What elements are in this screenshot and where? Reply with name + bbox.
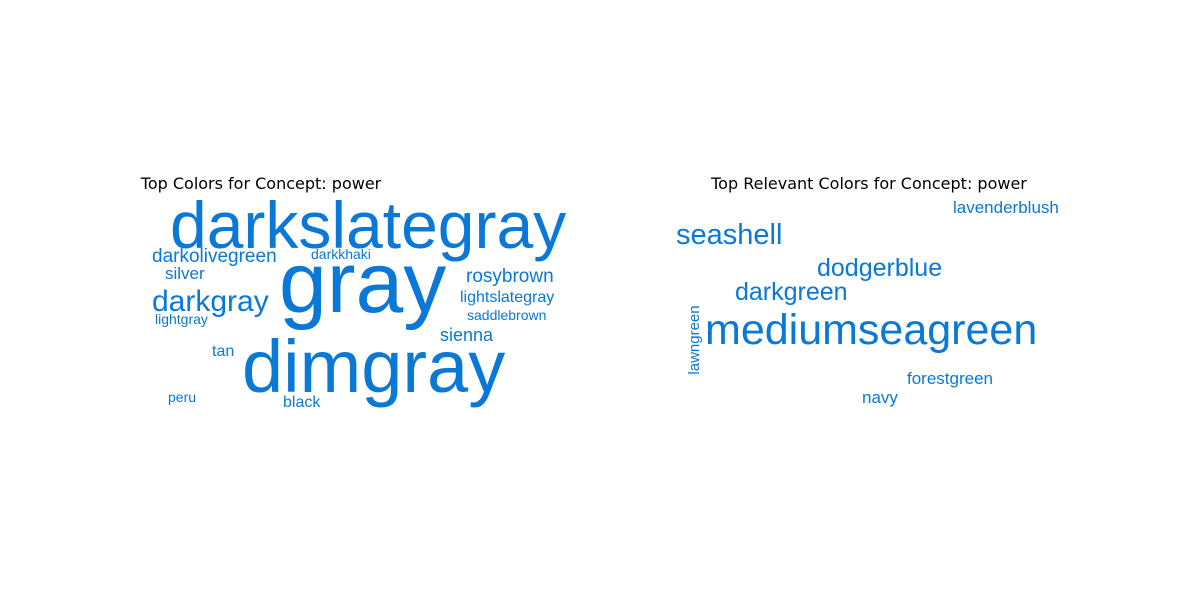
wordcloud-right: lavenderblush seashell dodgerbluedarkgreen… xyxy=(676,198,1059,407)
wordcloud-panel-left: Top Colors for Concept: power darkslateg… xyxy=(140,174,566,411)
word-lawngreen: lawngreen xyxy=(686,305,703,374)
word-lightgray: lightgray xyxy=(155,311,208,327)
word-silver: silver xyxy=(165,264,205,283)
word-forestgreen: forestgreen xyxy=(907,369,993,388)
word-peru: peru xyxy=(168,389,196,405)
word-darkslategray: darkslategray xyxy=(170,188,566,262)
word-navy: navy xyxy=(862,388,898,407)
word-darkgray: darkgray xyxy=(152,285,269,318)
word-mediumseagreen: mediumseagreen xyxy=(705,306,1037,354)
word-gray: gray xyxy=(279,235,446,331)
chart-title: Top Colors for Concept: power xyxy=(140,174,382,193)
word-dimgray: dimgray xyxy=(242,325,505,408)
word-rosybrown: rosybrown xyxy=(466,266,554,287)
word-lavenderblush: lavenderblush xyxy=(953,198,1059,217)
word-lightslategray: lightslategray xyxy=(460,289,554,306)
word-tan: tan xyxy=(212,343,234,360)
word-sienna: sienna xyxy=(440,325,494,345)
word-saddlebrown: saddlebrown xyxy=(467,307,546,323)
wordcloud-panel-right: Top Relevant Colors for Concept: power l… xyxy=(600,0,1200,600)
word-seashell: seashell xyxy=(676,219,782,251)
chart-title: Top Relevant Colors for Concept: power xyxy=(711,174,1027,193)
word-darkolivegreen: darkolivegreen xyxy=(152,246,277,267)
word-darkkhaki: darkkhaki xyxy=(311,246,371,262)
word-black: black xyxy=(283,394,321,411)
word-dodgerblue: dodgerblue xyxy=(817,254,942,282)
word-darkgreen: darkgreen xyxy=(735,278,848,306)
